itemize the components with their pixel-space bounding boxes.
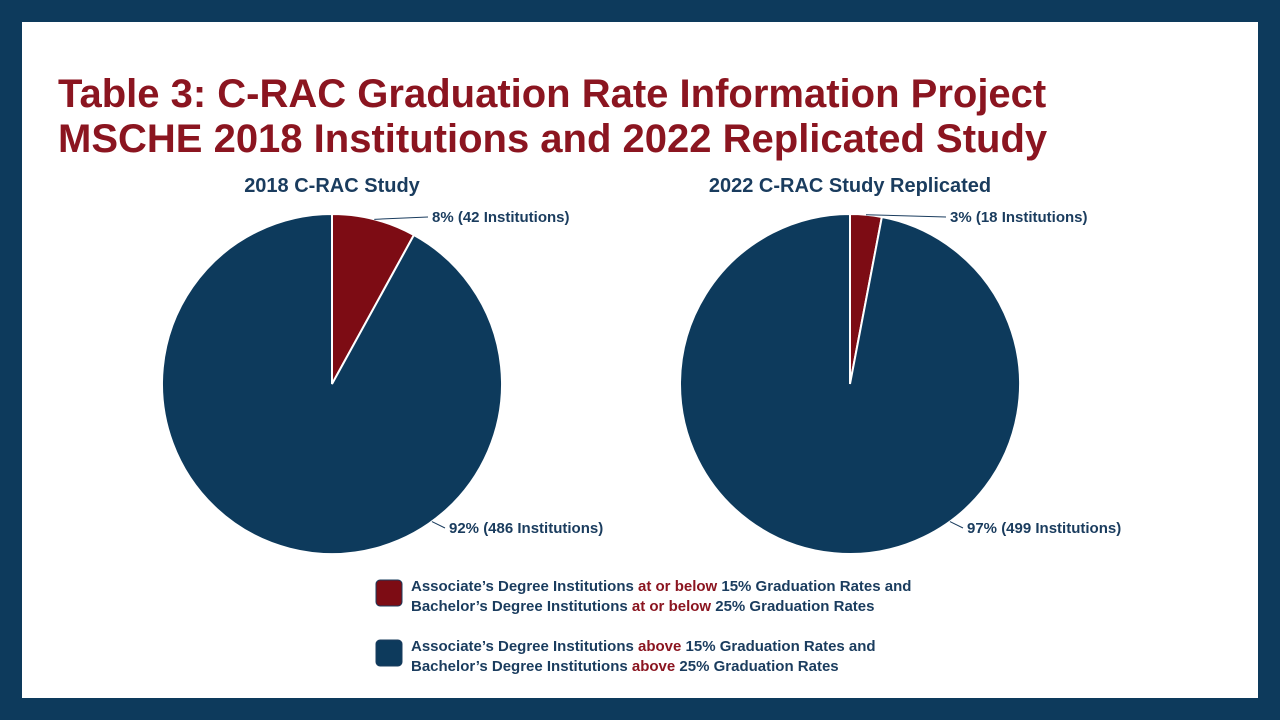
- legend-text: Bachelor’s Degree Institutions at or bel…: [411, 598, 874, 615]
- legend-text-part: Bachelor’s Degree Institutions: [411, 658, 632, 675]
- data-label: 3% (18 Institutions): [950, 209, 1088, 226]
- legend-text-part: above: [632, 658, 675, 675]
- legend-text-part: Associate’s Degree Institutions: [411, 578, 638, 595]
- data-label: 92% (486 Institutions): [449, 520, 603, 537]
- legend-text-part: at or below: [638, 578, 718, 595]
- leader-line: [374, 216, 429, 220]
- legend-text: Associate’s Degree Institutions at or be…: [411, 578, 911, 595]
- legend-text-part: Associate’s Degree Institutions: [411, 638, 638, 655]
- data-label: 97% (499 Institutions): [967, 520, 1121, 537]
- legend-text-part: 15% Graduation Rates and: [681, 638, 875, 655]
- leader-line: [865, 214, 947, 218]
- legend-text: Bachelor’s Degree Institutions above 25%…: [411, 658, 839, 675]
- chart-title: 2022 C-RAC Study Replicated: [709, 175, 991, 197]
- legend-text-part: 15% Graduation Rates and: [717, 578, 911, 595]
- pie-slice: [161, 212, 503, 555]
- pie-slice: [679, 212, 1021, 555]
- legend-text-part: at or below: [632, 598, 712, 615]
- legend-text-part: above: [638, 638, 681, 655]
- slide-title: MSCHE 2018 Institutions and 2022 Replica…: [58, 117, 1048, 161]
- legend-text-part: 25% Graduation Rates: [711, 598, 874, 615]
- data-label: 8% (42 Institutions): [432, 209, 570, 226]
- legend-text: Associate’s Degree Institutions above 15…: [411, 638, 876, 655]
- leader-line: [949, 521, 964, 529]
- chart-title: 2018 C-RAC Study: [244, 175, 420, 197]
- legend-swatch: [375, 639, 403, 667]
- slide-title: Table 3: C-RAC Graduation Rate Informati…: [58, 72, 1046, 116]
- legend-swatch: [375, 579, 403, 607]
- leader-line: [431, 521, 446, 529]
- legend-text-part: Bachelor’s Degree Institutions: [411, 598, 632, 615]
- legend-text-part: 25% Graduation Rates: [675, 658, 838, 675]
